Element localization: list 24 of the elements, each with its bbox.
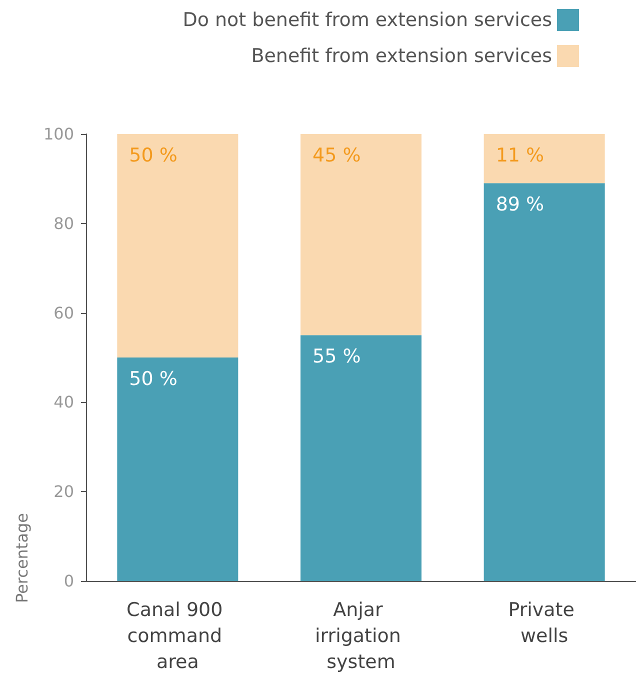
- data-label: 11 %: [496, 144, 544, 166]
- data-label: 45 %: [312, 144, 361, 166]
- y-tick-label: 60: [54, 303, 74, 322]
- data-label: 55 %: [312, 346, 361, 368]
- y-tick-label: 0: [64, 572, 74, 590]
- bar: [484, 183, 605, 581]
- bar: [300, 134, 422, 336]
- data-label: 89 %: [496, 194, 544, 216]
- legend-label: Do not benefit from extension services: [182, 9, 552, 31]
- y-axis-title: Percentage: [12, 512, 32, 603]
- y-tick-label: 40: [54, 392, 74, 412]
- bar: [117, 358, 238, 581]
- x-tick-label: Anjar irrigation system: [315, 599, 407, 673]
- bar: [300, 335, 422, 581]
- legend-label: Benefit from extension services: [251, 45, 552, 67]
- data-label: 50 %: [129, 144, 178, 166]
- bar: [484, 134, 605, 184]
- y-tick-label: 100: [43, 124, 74, 144]
- x-tick-label: Private wells: [508, 599, 580, 647]
- y-tick-label: 80: [54, 214, 74, 233]
- data-label: 50 %: [129, 368, 178, 390]
- x-tick-label: Canal 900 command area: [126, 599, 229, 673]
- y-tick-label: 20: [54, 482, 74, 502]
- bar: [117, 134, 238, 358]
